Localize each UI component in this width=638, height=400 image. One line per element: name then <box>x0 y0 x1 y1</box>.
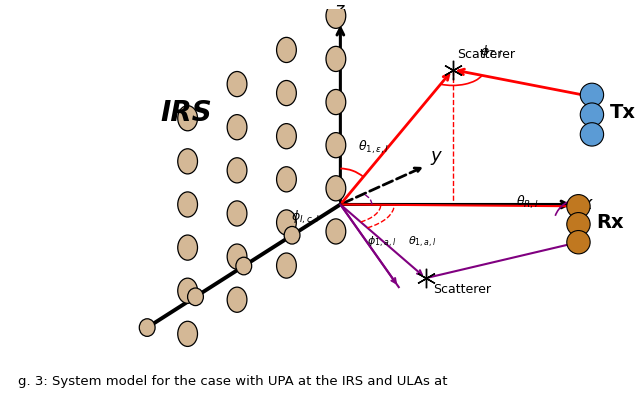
Ellipse shape <box>227 287 247 312</box>
Ellipse shape <box>227 201 247 226</box>
Ellipse shape <box>227 72 247 97</box>
Ellipse shape <box>326 46 346 72</box>
Text: Scatterer: Scatterer <box>433 283 491 296</box>
Ellipse shape <box>277 167 296 192</box>
Text: $x$: $x$ <box>581 196 595 214</box>
Ellipse shape <box>139 319 155 336</box>
Ellipse shape <box>326 3 346 28</box>
Circle shape <box>580 103 604 126</box>
Ellipse shape <box>227 244 247 269</box>
Text: $\phi_{1,a,l}$: $\phi_{1,a,l}$ <box>367 235 396 250</box>
Text: Rx: Rx <box>597 213 624 232</box>
Ellipse shape <box>178 149 198 174</box>
Text: $y$: $y$ <box>430 149 443 167</box>
Text: $\phi_{I,c,l}$: $\phi_{I,c,l}$ <box>291 208 320 226</box>
Text: Scatterer: Scatterer <box>457 48 515 61</box>
Ellipse shape <box>326 219 346 244</box>
Text: $\theta_{1,a,l}$: $\theta_{1,a,l}$ <box>408 235 436 250</box>
Ellipse shape <box>236 257 251 275</box>
Ellipse shape <box>178 106 198 131</box>
Ellipse shape <box>277 210 296 235</box>
Text: g. 3: System model for the case with UPA at the IRS and ULAs at: g. 3: System model for the case with UPA… <box>18 375 447 388</box>
Circle shape <box>580 123 604 146</box>
Text: IRS: IRS <box>161 99 212 127</box>
Text: Tx: Tx <box>610 103 636 122</box>
Ellipse shape <box>178 192 198 217</box>
Ellipse shape <box>277 253 296 278</box>
Circle shape <box>567 212 590 236</box>
Ellipse shape <box>227 158 247 183</box>
Ellipse shape <box>277 80 296 106</box>
Ellipse shape <box>277 124 296 149</box>
Ellipse shape <box>277 37 296 62</box>
Text: $\theta_{1,\varepsilon,l}$: $\theta_{1,\varepsilon,l}$ <box>359 138 390 156</box>
Ellipse shape <box>326 132 346 158</box>
Ellipse shape <box>326 90 346 115</box>
Ellipse shape <box>284 226 300 244</box>
Circle shape <box>580 83 604 106</box>
Ellipse shape <box>227 115 247 140</box>
Ellipse shape <box>178 278 198 303</box>
Ellipse shape <box>326 176 346 201</box>
Circle shape <box>567 194 590 218</box>
Circle shape <box>567 230 590 254</box>
Text: $z$: $z$ <box>334 1 346 19</box>
Ellipse shape <box>188 288 204 306</box>
Ellipse shape <box>178 235 198 260</box>
Text: $\theta_{R,l}$: $\theta_{R,l}$ <box>516 194 538 211</box>
Ellipse shape <box>178 321 198 346</box>
Text: $\phi_{T,l}$: $\phi_{T,l}$ <box>480 44 502 61</box>
